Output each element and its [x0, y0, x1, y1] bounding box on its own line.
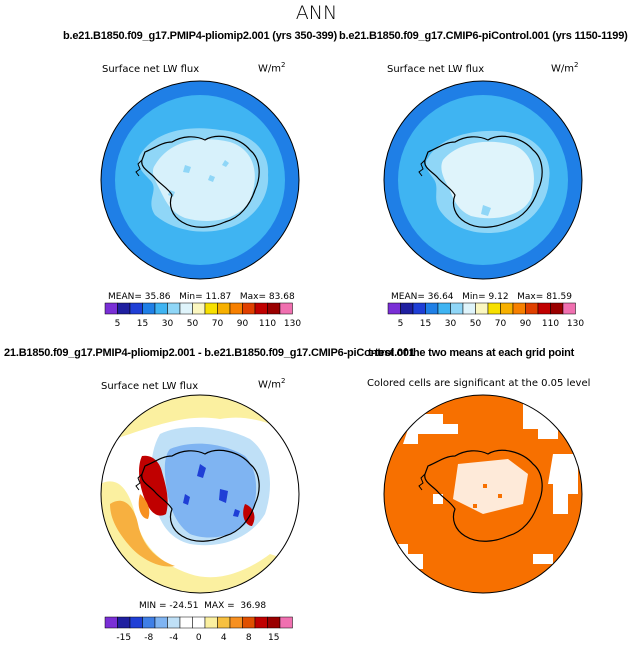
units-label-pliomip: W/m2	[258, 61, 286, 75]
colorbar-picontrol-tick-label: 15	[420, 319, 431, 329]
colorbar-pliomip-swatch	[179, 302, 193, 315]
colorbar-picontrol-tick-label: 90	[520, 319, 532, 329]
map-ttest	[383, 394, 583, 594]
colorbar-picontrol-swatch	[562, 302, 576, 315]
colorbar-picontrol-tick-label: 50	[470, 319, 482, 329]
stats-picontrol: MEAN= 36.64 Min= 9.12 Max= 81.59	[391, 292, 572, 302]
panel-title-picontrol: b.e21.B1850.f09_g17.CMIP6-piControl.001 …	[339, 30, 628, 42]
colorbar-picontrol-swatch	[462, 302, 476, 315]
map-picontrol	[383, 80, 583, 280]
colorbar-difference-swatch	[279, 616, 293, 629]
variable-label-difference: Surface net LW flux	[101, 381, 199, 392]
stats-difference: MIN = -24.51 MAX = 36.98	[139, 601, 267, 611]
panel-title-difference: 21.B1850.f09_g17.PMIP4-pliomip2.001 - b.…	[4, 347, 415, 359]
colorbar-picontrol-tick-label: 110	[542, 319, 559, 329]
colorbar-pliomip-swatch	[204, 302, 218, 315]
colorbar-pliomip-swatch	[242, 302, 256, 315]
colorbar-picontrol-tick-label: 130	[567, 319, 584, 329]
colorbar-difference-swatch	[142, 616, 156, 629]
colorbar-difference-tick-label: -8	[144, 633, 153, 643]
colorbar-picontrol-swatch	[512, 302, 526, 315]
colorbar-pliomip-swatch	[167, 302, 181, 315]
colorbar-difference-tick-label: 15	[268, 633, 279, 643]
colorbar-difference-tick-label: 4	[221, 633, 227, 643]
colorbar-difference-tick-label: -4	[169, 633, 178, 643]
colorbar-pliomip-tick-label: 70	[212, 319, 224, 329]
colorbar-difference-tick-label: 8	[246, 633, 252, 643]
colorbar-picontrol-swatch	[387, 302, 401, 315]
colorbar-difference-swatch	[229, 616, 243, 629]
colorbar-difference-swatch	[154, 616, 168, 629]
colorbar-difference-tick-label: 0	[196, 633, 202, 643]
colorbar-pliomip-swatch	[229, 302, 243, 315]
colorbar-difference-swatch	[204, 616, 218, 629]
colorbar-picontrol-swatch	[525, 302, 539, 315]
colorbar-picontrol-swatch	[437, 302, 451, 315]
colorbar-difference-swatch	[167, 616, 181, 629]
colorbar-difference-swatch	[179, 616, 193, 629]
colorbar-picontrol-swatch	[425, 302, 439, 315]
colorbar-difference-swatch	[267, 616, 281, 629]
colorbar-difference-swatch	[254, 616, 268, 629]
significance-note: Colored cells are significant at the 0.0…	[367, 378, 591, 389]
colorbar-difference: -15 -8 -4 0 4 8 15	[104, 616, 293, 643]
colorbar-difference-swatch	[217, 616, 231, 629]
units-label-picontrol: W/m2	[551, 61, 579, 75]
stats-pliomip: MEAN= 35.86 Min= 11.87 Max= 83.68	[108, 292, 295, 302]
panel-title-ttest: t-test of the two means at each grid poi…	[368, 347, 575, 359]
colorbar-pliomip-tick-label: 110	[259, 319, 276, 329]
colorbar-pliomip-tick-label: 5	[115, 319, 121, 329]
colorbar-picontrol-swatch	[450, 302, 464, 315]
colorbar-picontrol-swatch	[412, 302, 426, 315]
colorbar-pliomip-swatch	[279, 302, 293, 315]
colorbar-picontrol: 5 15 30 50 70 90 110 130	[387, 302, 584, 329]
colorbar-picontrol-tick-label: 30	[445, 319, 457, 329]
colorbar-picontrol-swatch	[487, 302, 501, 315]
colorbar-difference-swatch	[129, 616, 143, 629]
colorbar-pliomip-swatch	[267, 302, 281, 315]
colorbar-pliomip-swatch	[217, 302, 231, 315]
colorbar-pliomip-tick-label: 130	[284, 319, 301, 329]
colorbar-pliomip-swatch	[192, 302, 206, 315]
colorbar-difference-tick-label: -15	[116, 633, 131, 643]
colorbar-picontrol-swatch	[400, 302, 414, 315]
map-pliomip	[100, 80, 300, 280]
colorbar-difference-swatch	[192, 616, 206, 629]
colorbar-pliomip-swatch	[142, 302, 156, 315]
panel-title-pliomip: b.e21.B1850.f09_g17.PMIP4-pliomip2.001 (…	[63, 30, 337, 42]
colorbar-pliomip-tick-label: 90	[237, 319, 249, 329]
variable-label-picontrol: Surface net LW flux	[387, 64, 485, 75]
colorbar-pliomip-tick-label: 50	[187, 319, 199, 329]
page-title: ANN	[295, 2, 338, 24]
colorbar-difference-swatch	[104, 616, 118, 629]
colorbar-pliomip-swatch	[154, 302, 168, 315]
colorbar-pliomip-swatch	[254, 302, 268, 315]
colorbar-pliomip-tick-label: 15	[137, 319, 148, 329]
variable-label-pliomip: Surface net LW flux	[102, 64, 200, 75]
units-label-difference: W/m2	[258, 377, 286, 391]
colorbar-pliomip-swatch	[117, 302, 131, 315]
colorbar-pliomip: 5 15 30 50 70 90 110 130	[104, 302, 301, 329]
colorbar-difference-swatch	[117, 616, 131, 629]
colorbar-pliomip-swatch	[104, 302, 118, 315]
map-difference	[100, 394, 300, 594]
colorbar-picontrol-swatch	[475, 302, 489, 315]
colorbar-picontrol-tick-label: 5	[398, 319, 404, 329]
colorbar-pliomip-swatch	[129, 302, 143, 315]
colorbar-picontrol-swatch	[537, 302, 551, 315]
colorbar-picontrol-swatch	[550, 302, 564, 315]
colorbar-picontrol-tick-label: 70	[495, 319, 507, 329]
colorbar-picontrol-swatch	[500, 302, 514, 315]
colorbar-pliomip-tick-label: 30	[162, 319, 174, 329]
colorbar-difference-swatch	[242, 616, 256, 629]
